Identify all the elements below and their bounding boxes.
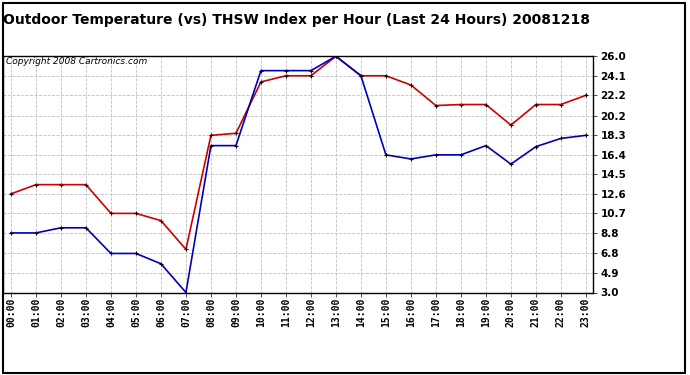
Text: Copyright 2008 Cartronics.com: Copyright 2008 Cartronics.com [6, 57, 148, 66]
Text: Outdoor Temperature (vs) THSW Index per Hour (Last 24 Hours) 20081218: Outdoor Temperature (vs) THSW Index per … [3, 13, 590, 27]
